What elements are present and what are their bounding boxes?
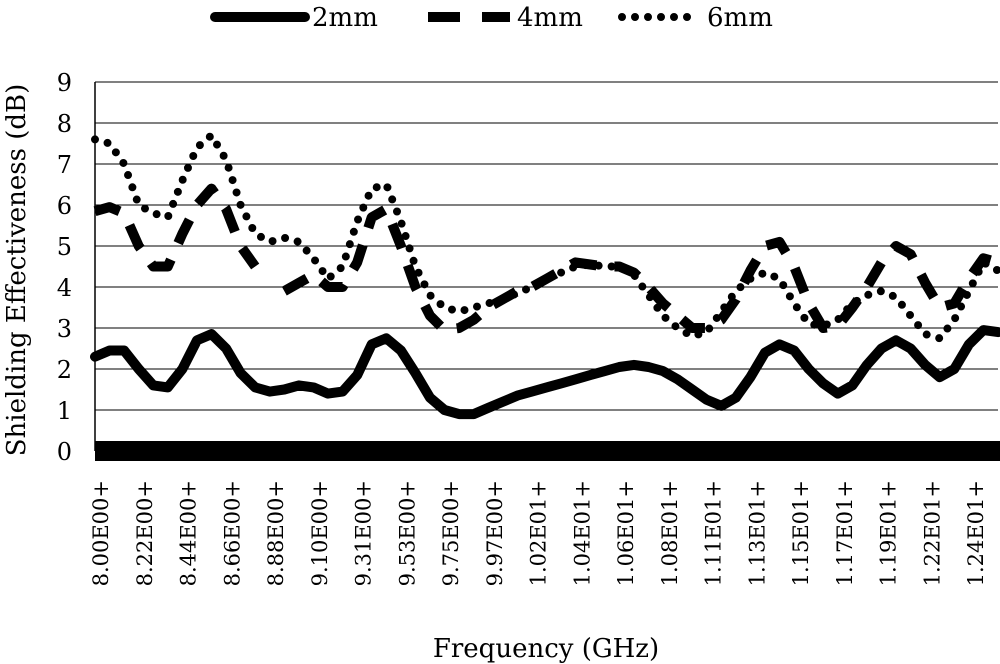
y-tick-label: 8 bbox=[57, 110, 72, 138]
y-tick-label: 3 bbox=[57, 315, 72, 343]
x-tick-label: 8.66E00+ bbox=[220, 480, 244, 586]
y-tick-label: 4 bbox=[57, 274, 72, 302]
x-tick-label: 1.02E01+ bbox=[527, 480, 551, 586]
x-tick-label: 1.11E01+ bbox=[702, 480, 726, 586]
y-tick-label: 6 bbox=[57, 192, 72, 220]
x-tick-label: 1.15E01+ bbox=[789, 480, 813, 586]
y-tick-label: 7 bbox=[57, 151, 72, 179]
x-tick-label: 9.10E00+ bbox=[308, 480, 332, 586]
legend: 2mm 4mm 6mm bbox=[210, 3, 773, 33]
x-tick-label: 1.19E01+ bbox=[877, 480, 901, 586]
x-tick-labels: 8.00E00+ 8.22E00+ 8.44E00+ 8.66E00+ 8.88E00+… bbox=[89, 480, 988, 586]
x-tick-label: 8.22E00+ bbox=[133, 480, 157, 586]
x-tick-label: 9.53E00+ bbox=[395, 480, 419, 586]
x-tick-label: 1.24E01+ bbox=[964, 480, 988, 586]
legend-label-2mm: 2mm bbox=[312, 3, 378, 33]
x-tick-label: 1.06E01+ bbox=[614, 480, 638, 586]
x-axis-title: Frequency (GHz) bbox=[433, 634, 659, 664]
y-tick-label: 9 bbox=[57, 69, 72, 97]
x-tick-label: 9.75E00+ bbox=[439, 480, 463, 586]
y-axis-title: Shielding Effectiveness (dB) bbox=[2, 84, 32, 457]
x-tick-label: 1.13E01+ bbox=[745, 480, 769, 586]
x-tick-label: 8.44E00+ bbox=[177, 480, 201, 586]
x-tick-label: 8.88E00+ bbox=[264, 480, 288, 586]
y-tick-label: 2 bbox=[57, 356, 72, 384]
x-axis-bar bbox=[95, 441, 1000, 461]
series-line-6mm bbox=[91, 131, 1000, 343]
y-tick-label: 1 bbox=[57, 397, 72, 425]
x-tick-label: 1.22E01+ bbox=[920, 480, 944, 586]
y-tick-label: 5 bbox=[57, 233, 72, 261]
x-tick-label: 9.97E00+ bbox=[483, 480, 507, 586]
x-tick-label: 1.08E01+ bbox=[658, 480, 682, 586]
x-tick-label: 8.00E00+ bbox=[89, 480, 113, 586]
legend-label-6mm: 6mm bbox=[707, 3, 773, 33]
x-tick-label: 9.31E00+ bbox=[352, 480, 376, 586]
x-tick-label: 1.17E01+ bbox=[833, 480, 857, 586]
series-lines bbox=[90, 131, 1000, 420]
y-tick-labels: 0 1 2 3 4 5 6 7 8 9 bbox=[57, 69, 72, 466]
legend-label-4mm: 4mm bbox=[517, 3, 583, 33]
y-tick-label: 0 bbox=[57, 438, 72, 466]
series-line-4mm bbox=[93, 183, 1000, 336]
series-line-2mm bbox=[90, 325, 1000, 420]
x-tick-label: 1.04E01+ bbox=[570, 480, 594, 586]
